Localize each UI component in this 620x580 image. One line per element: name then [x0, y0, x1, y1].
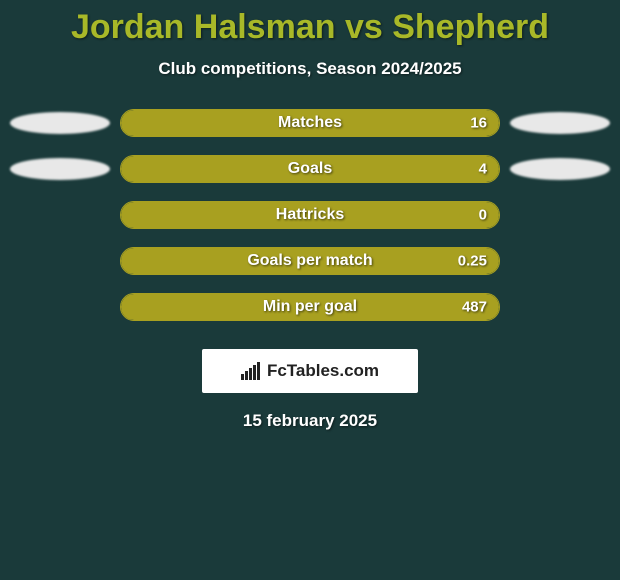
date-label: 15 february 2025	[0, 411, 620, 431]
stat-row: Goals per match 0.25	[10, 247, 610, 275]
stats-container: Matches 16 Goals 4 Hattricks 0 Goals per match…	[0, 109, 620, 321]
stat-value: 487	[462, 299, 487, 316]
stat-row: Matches 16	[10, 109, 610, 137]
stat-row: Goals 4	[10, 155, 610, 183]
stat-value: 0.25	[458, 253, 487, 270]
stat-label: Hattricks	[276, 206, 344, 224]
page-subtitle: Club competitions, Season 2024/2025	[0, 59, 620, 79]
stat-label: Min per goal	[263, 298, 357, 316]
stat-value: 0	[479, 207, 487, 224]
stat-value: 16	[470, 115, 487, 132]
stat-label: Goals per match	[247, 252, 372, 270]
stat-value: 4	[479, 161, 487, 178]
stat-bar: Goals 4	[120, 155, 500, 183]
player-ellipse-right	[510, 112, 610, 134]
player-ellipse-left	[10, 158, 110, 180]
stat-label: Goals	[288, 160, 332, 178]
brand-logo: FcTables.com	[202, 349, 418, 393]
stat-bar: Hattricks 0	[120, 201, 500, 229]
stat-bar: Goals per match 0.25	[120, 247, 500, 275]
player-ellipse-left	[10, 112, 110, 134]
stat-row: Min per goal 487	[10, 293, 610, 321]
stat-row: Hattricks 0	[10, 201, 610, 229]
bar-chart-icon	[241, 362, 261, 380]
stat-label: Matches	[278, 114, 342, 132]
page-title: Jordan Halsman vs Shepherd	[0, 0, 620, 47]
stat-bar: Matches 16	[120, 109, 500, 137]
brand-logo-text: FcTables.com	[267, 361, 379, 381]
player-ellipse-right	[510, 158, 610, 180]
stat-bar: Min per goal 487	[120, 293, 500, 321]
